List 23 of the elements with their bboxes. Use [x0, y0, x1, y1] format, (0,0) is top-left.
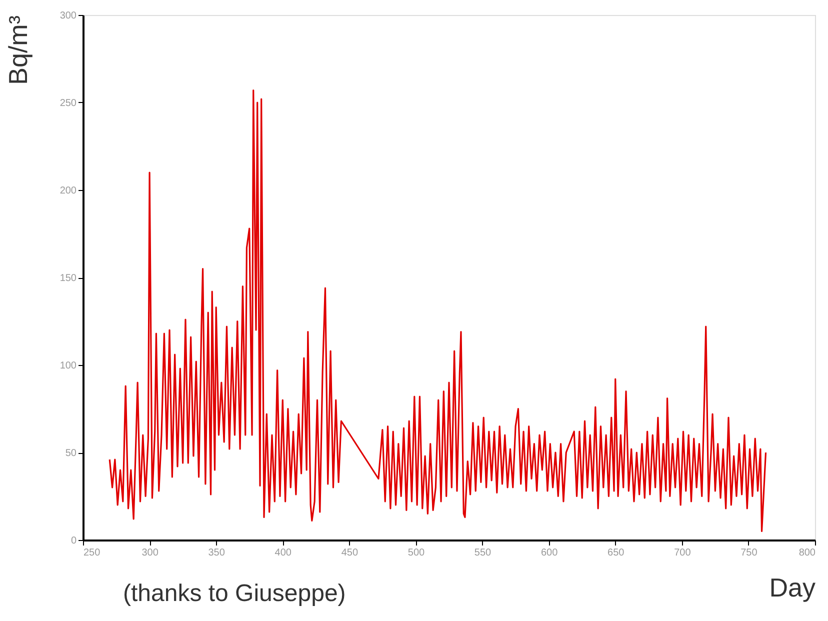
x-tick-label: 350	[208, 548, 226, 558]
y-tick-label: 200	[60, 186, 77, 196]
x-tick-label: 400	[274, 548, 292, 558]
x-tick-label: 500	[408, 548, 426, 558]
y-tick-label: 50	[65, 448, 77, 459]
x-tick-label: 750	[740, 548, 758, 558]
x-tick-label: 550	[474, 548, 492, 558]
y-tick-label: 250	[60, 98, 77, 109]
y-tick-label: 100	[60, 360, 77, 372]
x-tick-label: 300	[142, 548, 159, 558]
x-tick-label: 700	[674, 548, 692, 558]
x-tick-label: 600	[540, 548, 558, 558]
y-tick-label: 300	[60, 10, 77, 22]
line-series	[108, 89, 767, 532]
x-tick-label: 250	[84, 548, 101, 558]
y-tick-label: 0	[70, 536, 77, 546]
x-tick-label: 650	[608, 548, 625, 558]
y-axis-title: Bq/m³	[2, 15, 33, 85]
text: (thanks to Giuseppe)	[123, 580, 346, 607]
x-tick-label: 450	[341, 548, 358, 558]
x-tick-label: 800	[798, 548, 816, 558]
x-axis-title: Day	[769, 572, 816, 602]
y-tick-label: 150	[60, 273, 77, 284]
